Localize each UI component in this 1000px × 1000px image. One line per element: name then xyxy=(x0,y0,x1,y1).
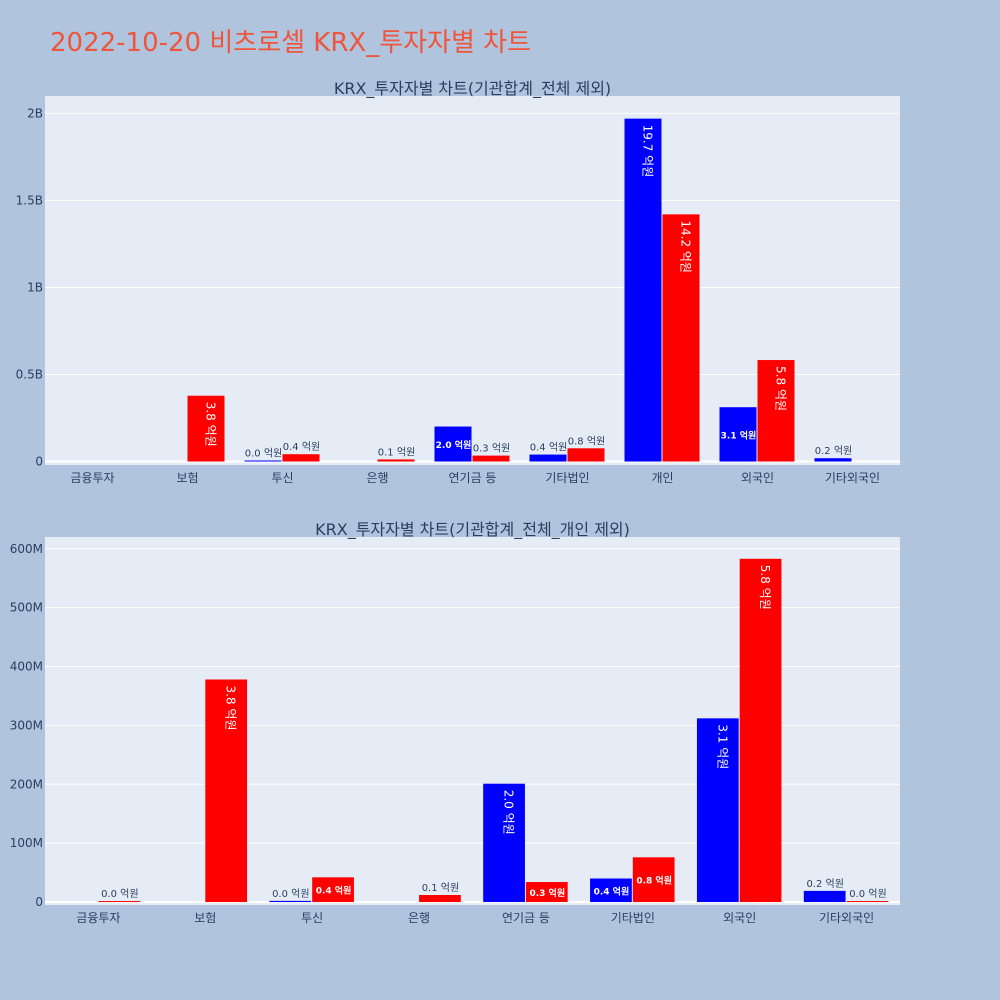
bar-blue xyxy=(696,718,739,903)
bar-red xyxy=(187,395,225,462)
y-tick-label: 400M xyxy=(10,660,43,674)
y-tick-label: 0.5B xyxy=(16,367,43,381)
bar-red xyxy=(846,901,889,903)
page-title: 2022-10-20 비츠로셀 KRX_투자자별 차트 xyxy=(50,28,532,58)
data-label: 0.4 억원 xyxy=(283,441,320,453)
data-label: 0.0 억원 xyxy=(245,448,282,460)
data-label: 2.0 억원 xyxy=(436,439,472,451)
y-tick-label: 100M xyxy=(10,836,43,850)
bar-blue xyxy=(483,783,525,903)
chart-2: KRX_투자자별 차트(기관합계_전체_개인 제외) 0 100M 200M 300M 4… xyxy=(10,520,900,925)
bar-red xyxy=(419,894,461,903)
x-tick-label: 기타법인 xyxy=(611,911,655,925)
x-tick-label: 기타외국인 xyxy=(825,471,880,485)
y-tick-label: 200M xyxy=(10,777,43,791)
data-label: 0.0 억원 xyxy=(101,888,138,900)
data-label: 2.0 억원 xyxy=(502,790,516,835)
data-label: 0.1 억원 xyxy=(422,882,459,894)
bar-red xyxy=(377,459,415,462)
x-tick-label: 외국인 xyxy=(723,911,756,925)
data-label: 0.3 억원 xyxy=(529,887,565,899)
x-tick-label: 기타외국인 xyxy=(819,911,874,925)
y-tick-label: 2B xyxy=(27,106,43,120)
x-tick-label: 금융투자 xyxy=(76,911,120,925)
data-label: 5.8 억원 xyxy=(758,565,772,610)
bar-blue xyxy=(624,118,662,462)
bar-red xyxy=(312,877,354,903)
x-tick-label: 연기금 등 xyxy=(502,911,550,925)
bar-red xyxy=(205,679,248,903)
y-tick-label: 1B xyxy=(27,280,43,294)
data-label: 14.2 억원 xyxy=(679,220,693,273)
bar-red xyxy=(525,882,568,903)
bar-blue xyxy=(803,890,846,903)
bar-blue xyxy=(244,460,282,462)
x-tick-label: 투신 xyxy=(301,911,323,925)
x-tick-label: 개인 xyxy=(651,471,673,485)
x-tick-label: 외국인 xyxy=(741,471,774,485)
y-tick-label: 0 xyxy=(35,455,43,469)
y-tick-label: 500M xyxy=(10,601,43,615)
x-tick-label: 보험 xyxy=(176,471,198,485)
data-label: 0.1 억원 xyxy=(378,446,415,458)
bar-blue xyxy=(434,426,472,462)
data-label: 0.0 억원 xyxy=(849,888,886,900)
data-label: 3.1 억원 xyxy=(715,724,729,769)
data-label: 3.8 억원 xyxy=(204,402,218,447)
chart-title: KRX_투자자별 차트(기관합계_전체 제외) xyxy=(334,79,611,99)
data-label: 19.7 억원 xyxy=(641,125,655,178)
y-tick-label: 600M xyxy=(10,542,43,556)
data-label: 0.4 억원 xyxy=(530,442,567,454)
data-label: 0.8 억원 xyxy=(636,875,672,887)
bar-red xyxy=(757,360,795,462)
bar-red xyxy=(567,448,605,462)
data-label: 0.4 억원 xyxy=(594,885,630,897)
bar-red xyxy=(739,558,782,903)
data-label: 3.1 억원 xyxy=(721,429,757,441)
data-label: 0.4 억원 xyxy=(316,885,352,897)
data-label: 3.8 억원 xyxy=(224,685,238,730)
chart-title: KRX_투자자별 차트(기관합계_전체_개인 제외) xyxy=(315,520,630,540)
bar-red xyxy=(98,901,141,903)
bar-blue xyxy=(269,900,312,903)
y-tick-label: 0 xyxy=(35,895,43,909)
x-tick-label: 은행 xyxy=(366,470,388,485)
y-tick-label: 300M xyxy=(10,718,43,732)
data-label: 0.0 억원 xyxy=(272,888,309,900)
x-tick-label: 투신 xyxy=(271,471,293,485)
x-tick-label: 연기금 등 xyxy=(449,471,497,485)
x-tick-label: 금융투자 xyxy=(70,471,114,485)
bar-red xyxy=(472,455,510,462)
bar-blue xyxy=(814,458,852,462)
bar-red xyxy=(632,857,675,903)
bar-blue xyxy=(719,407,757,462)
data-label: 5.8 억원 xyxy=(774,366,788,411)
y-tick-label: 1.5B xyxy=(16,193,43,207)
x-tick-label: 은행 xyxy=(408,910,430,925)
bar-red xyxy=(662,214,700,462)
x-tick-label: 기타법인 xyxy=(545,471,589,485)
bar-blue xyxy=(590,878,632,903)
data-label: 0.3 억원 xyxy=(473,443,510,455)
bar-blue xyxy=(529,454,567,462)
data-label: 0.8 억원 xyxy=(568,435,605,447)
data-label: 0.2 억원 xyxy=(806,878,843,890)
bar-red xyxy=(282,454,320,462)
x-tick-label: 보험 xyxy=(194,911,216,925)
chart-1: KRX_투자자별 차트(기관합계_전체 제외) 0 0.5B 1B 1.5B 2B 금융투자… xyxy=(16,79,900,485)
data-label: 0.2 억원 xyxy=(815,445,852,457)
